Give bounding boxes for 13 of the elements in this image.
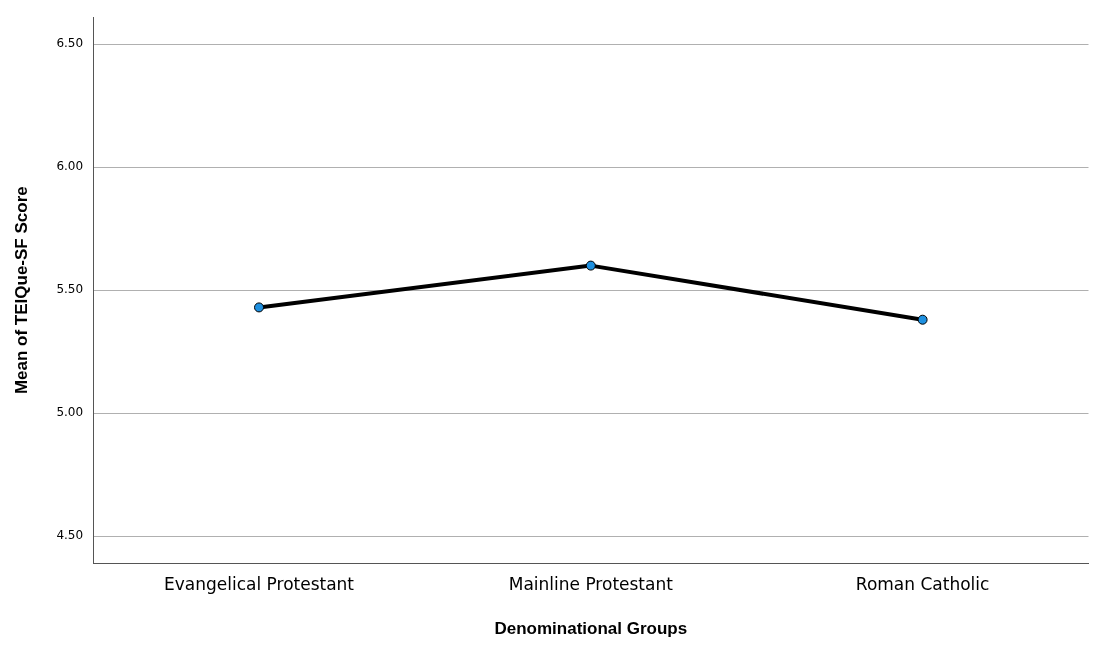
point — [585, 260, 596, 271]
x-tick-label: Mainline Protestant — [508, 573, 674, 594]
point — [917, 314, 928, 325]
y-tick-label: 6.00 — [56, 159, 84, 174]
x-tick-label: Evangelical Protestant — [163, 573, 355, 594]
y-axis-title: Mean of TEIQue-SF Score — [11, 186, 31, 395]
y-tick-label: 4.50 — [56, 528, 84, 543]
y-tick-label: 6.50 — [56, 36, 84, 51]
y-tick-label: 5.50 — [56, 282, 84, 297]
point — [254, 302, 265, 313]
x-axis-title: Denominational Groups — [494, 619, 688, 639]
x-tick-label: Roman Catholic — [855, 573, 990, 594]
y-tick-label: 5.00 — [56, 405, 84, 420]
